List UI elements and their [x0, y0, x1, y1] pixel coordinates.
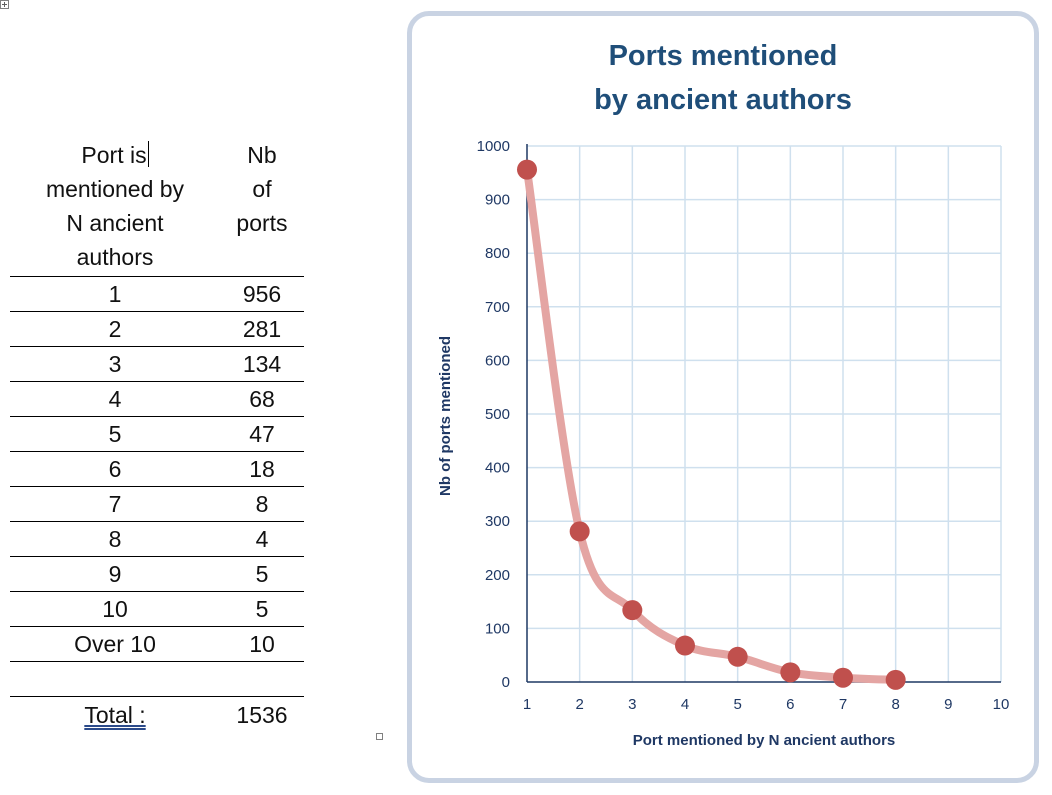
table-cell-count: 5 [220, 591, 304, 627]
table-row: 4 68 [10, 381, 304, 417]
table-cell-n: 7 [10, 486, 220, 522]
y-tick-label: 1000 [477, 138, 510, 155]
table-row: 3 134 [10, 346, 304, 382]
y-tick-label: 600 [485, 352, 510, 369]
x-axis-title: Port mentioned by N ancient authors [633, 732, 896, 749]
anchor-handle[interactable] [376, 733, 383, 740]
table-cell-count: 68 [220, 381, 304, 417]
y-tick-label: 700 [485, 299, 510, 316]
table-cell-empty [220, 661, 304, 697]
table-row: 6 18 [10, 451, 304, 487]
text-caret [147, 141, 149, 167]
y-tick-label: 200 [485, 567, 510, 584]
chart-title-line: by ancient authors [594, 84, 852, 116]
header-line: N ancient [66, 210, 164, 236]
y-tick-label: 800 [485, 245, 510, 262]
data-point [833, 667, 853, 688]
table-row: 1 956 [10, 276, 304, 312]
table-total-row: Total : 1536 [10, 697, 304, 734]
table-cell-n: 4 [10, 381, 220, 417]
data-point [885, 669, 906, 690]
x-tick-label: 6 [786, 696, 794, 713]
table-cell-n: Over 10 [10, 626, 220, 662]
header-line: mentioned by [45, 176, 185, 202]
table-cell-empty [10, 661, 220, 697]
header-port-mentioned: Port is mentioned by N ancient authors [10, 138, 220, 277]
data-point [675, 635, 695, 656]
x-tick-label: 7 [839, 696, 847, 713]
table-cell-count: 4 [220, 521, 304, 557]
data-point [622, 600, 643, 621]
data-point [780, 662, 801, 683]
table-cell-n: 2 [10, 311, 220, 347]
table-cell-count: 18 [220, 451, 304, 487]
header-line: ports [236, 210, 288, 236]
table-header-row: Port is mentioned by N ancient authors N… [10, 138, 304, 277]
table-cell-count: 47 [220, 416, 304, 452]
x-tick-label: 4 [681, 696, 689, 713]
chart-title: Ports mentioned by ancient authors [412, 34, 1034, 122]
data-point [569, 521, 590, 542]
chart-frame[interactable]: Ports mentioned by ancient authors 0 100 2… [407, 11, 1039, 783]
table-cell-count: 5 [220, 556, 304, 592]
table-row: Over 10 10 [10, 626, 304, 662]
x-tick-label: 9 [944, 696, 952, 713]
x-tick-label: 2 [575, 696, 583, 713]
y-tick-label: 300 [485, 513, 510, 530]
table-row: 2 281 [10, 311, 304, 347]
x-tick-label: 10 [993, 696, 1010, 713]
data-point [517, 159, 537, 180]
table-cell-n: 5 [10, 416, 220, 452]
table-empty-row [10, 661, 304, 697]
x-tick-label: 1 [523, 696, 531, 713]
header-line: Port is [81, 141, 149, 168]
chart-svg: 0 100 200 300 400 500 600 700 800 900 1000 1 2 3 4 5 6 7 8… [437, 138, 1010, 749]
y-tick-label: 400 [485, 460, 510, 477]
y-tick-label: 100 [485, 620, 510, 637]
x-tick-label: 8 [891, 696, 899, 713]
table-row: 10 5 [10, 591, 304, 627]
total-label: Total : [84, 702, 146, 728]
table-cell-count: 956 [220, 276, 304, 312]
chart-title-line: Ports mentioned [608, 40, 838, 72]
table-cell-n: 8 [10, 521, 220, 557]
table-cell-count: 8 [220, 486, 304, 522]
total-label-cell: Total : [10, 697, 220, 734]
x-tick-label: 3 [628, 696, 636, 713]
data-point [727, 646, 748, 667]
table-row: 5 47 [10, 416, 304, 452]
table-move-handle[interactable] [0, 0, 9, 9]
header-nb-ports: Nb of ports [220, 138, 304, 277]
table-cell-count: 10 [220, 626, 304, 662]
table-cell-count: 281 [220, 311, 304, 347]
x-tick-label: 5 [733, 696, 741, 713]
table-cell-n: 1 [10, 276, 220, 312]
y-tick-label: 500 [485, 406, 510, 423]
table-cell-n: 6 [10, 451, 220, 487]
table-cell-count: 134 [220, 346, 304, 382]
total-value: 1536 [236, 702, 288, 728]
header-line: authors [76, 244, 154, 270]
header-line: of [252, 176, 272, 202]
header-line: Nb [247, 142, 277, 168]
y-tick-label: 0 [502, 674, 510, 691]
y-tick-label: 900 [485, 192, 510, 209]
y-axis-title: Nb of ports mentioned [437, 336, 454, 496]
table-cell-n: 3 [10, 346, 220, 382]
table-cell-n: 9 [10, 556, 220, 592]
table-cell-n: 10 [10, 591, 220, 627]
ports-table: Port is mentioned by N ancient authors N… [10, 138, 304, 733]
series-line [523, 165, 900, 684]
